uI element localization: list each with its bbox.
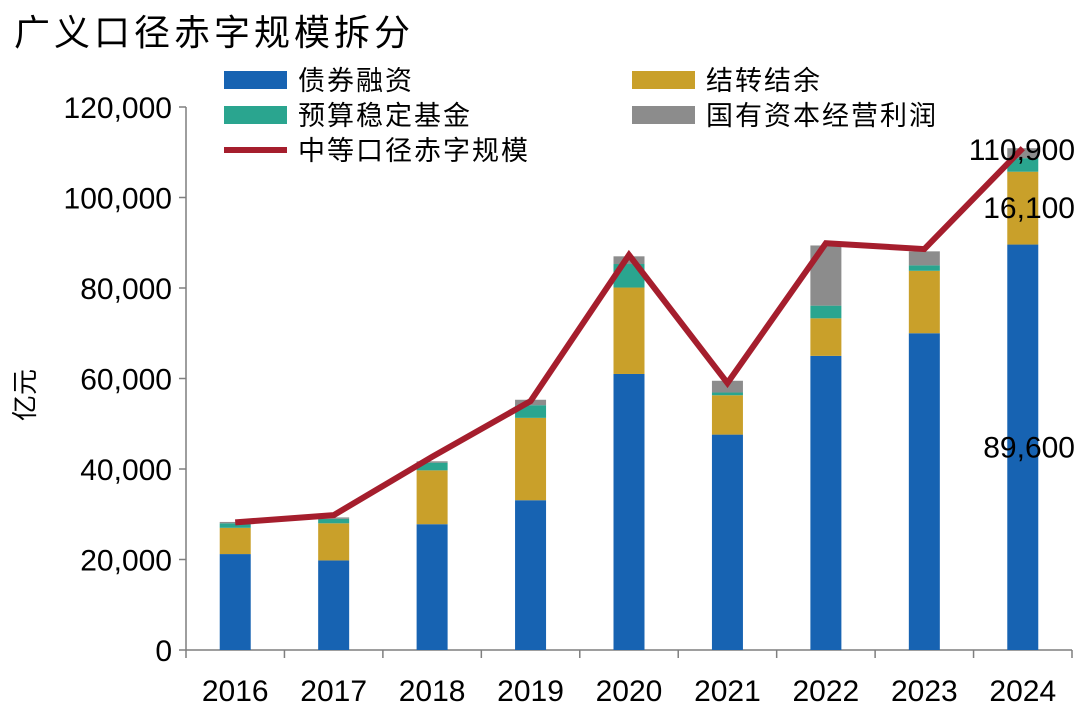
bar-segment-1 — [219, 554, 251, 650]
bar-segment-1 — [711, 434, 743, 650]
axes: 0 20,000 40,000 60,000 80,000 100,000 120,000 亿… — [11, 92, 1073, 706]
bar-segment-1 — [515, 500, 547, 650]
legend-swatch — [632, 71, 695, 89]
legend-label: 预算稳定基金 — [298, 101, 472, 132]
x-tick-label: 2019 — [497, 675, 564, 706]
y-axis-label: 亿元 — [11, 369, 41, 421]
bar-segment-2 — [908, 270, 940, 334]
bar-segment-1 — [416, 524, 448, 650]
chart-title: 广义口径赤字规模拆分 — [14, 13, 415, 54]
y-tick-label: 20,000 — [80, 545, 172, 578]
bar-segment-3 — [219, 523, 251, 528]
y-tick-label: 80,000 — [80, 273, 172, 306]
bars — [219, 148, 1039, 650]
bar-segment-2 — [1007, 171, 1039, 245]
bar-segment-4 — [1007, 148, 1039, 159]
line-series — [235, 146, 1025, 526]
bar-segment-1 — [1007, 244, 1039, 650]
x-tick-label: 2021 — [694, 675, 761, 706]
bar-segment-2 — [219, 527, 251, 555]
data-labels: 110,900 16,100 89,600 — [969, 134, 1075, 464]
legend-swatch — [224, 106, 287, 124]
bar-segment-2 — [810, 318, 842, 356]
y-tick-label: 100,000 — [64, 183, 172, 216]
x-tick-label: 2017 — [300, 675, 367, 706]
bar-segment-3 — [1007, 158, 1039, 172]
x-tick-label: 2022 — [793, 675, 860, 706]
bar-segment-4 — [908, 251, 940, 266]
bar-segment-2 — [515, 417, 547, 501]
bar-segment-1 — [810, 355, 842, 650]
bar-segment-3 — [318, 518, 350, 524]
x-tick-label: 2024 — [989, 675, 1056, 706]
bar-segment-2 — [318, 523, 350, 561]
bar-segment-1 — [318, 560, 350, 650]
bar-segment-4 — [219, 521, 251, 524]
bar-segment-3 — [810, 305, 842, 319]
data-label: 16,100 — [983, 192, 1075, 225]
bar-segment-3 — [416, 462, 448, 471]
bar-segment-2 — [416, 470, 448, 525]
bar-segment-1 — [613, 373, 645, 650]
x-tick-label: 2016 — [202, 675, 269, 706]
bar-segment-1 — [908, 333, 940, 650]
legend-label: 债券融资 — [298, 66, 414, 97]
y-tick-label: 0 — [155, 635, 172, 668]
y-tick-label: 60,000 — [80, 364, 172, 397]
y-tick-label: 120,000 — [64, 92, 172, 125]
bar-segment-2 — [711, 395, 743, 435]
x-tick-label: 2020 — [596, 675, 663, 706]
x-tick-label: 2023 — [891, 675, 958, 706]
data-label: 89,600 — [983, 431, 1075, 464]
legend-swatch — [224, 71, 287, 89]
bar-segment-3 — [711, 392, 743, 396]
line-series-path — [235, 146, 1025, 526]
legend-label: 结转结余 — [706, 66, 822, 97]
legend-label: 国有资本经营利润 — [706, 101, 938, 132]
bar-segment-4 — [416, 461, 448, 463]
x-tick-label: 2018 — [399, 675, 466, 706]
data-label: 110,900 — [969, 134, 1075, 167]
legend-swatch — [632, 106, 695, 124]
legend-label: 中等口径赤字规模 — [298, 136, 530, 167]
y-tick-label: 40,000 — [80, 454, 172, 487]
bar-segment-2 — [613, 287, 645, 374]
bar-segment-3 — [908, 265, 940, 271]
